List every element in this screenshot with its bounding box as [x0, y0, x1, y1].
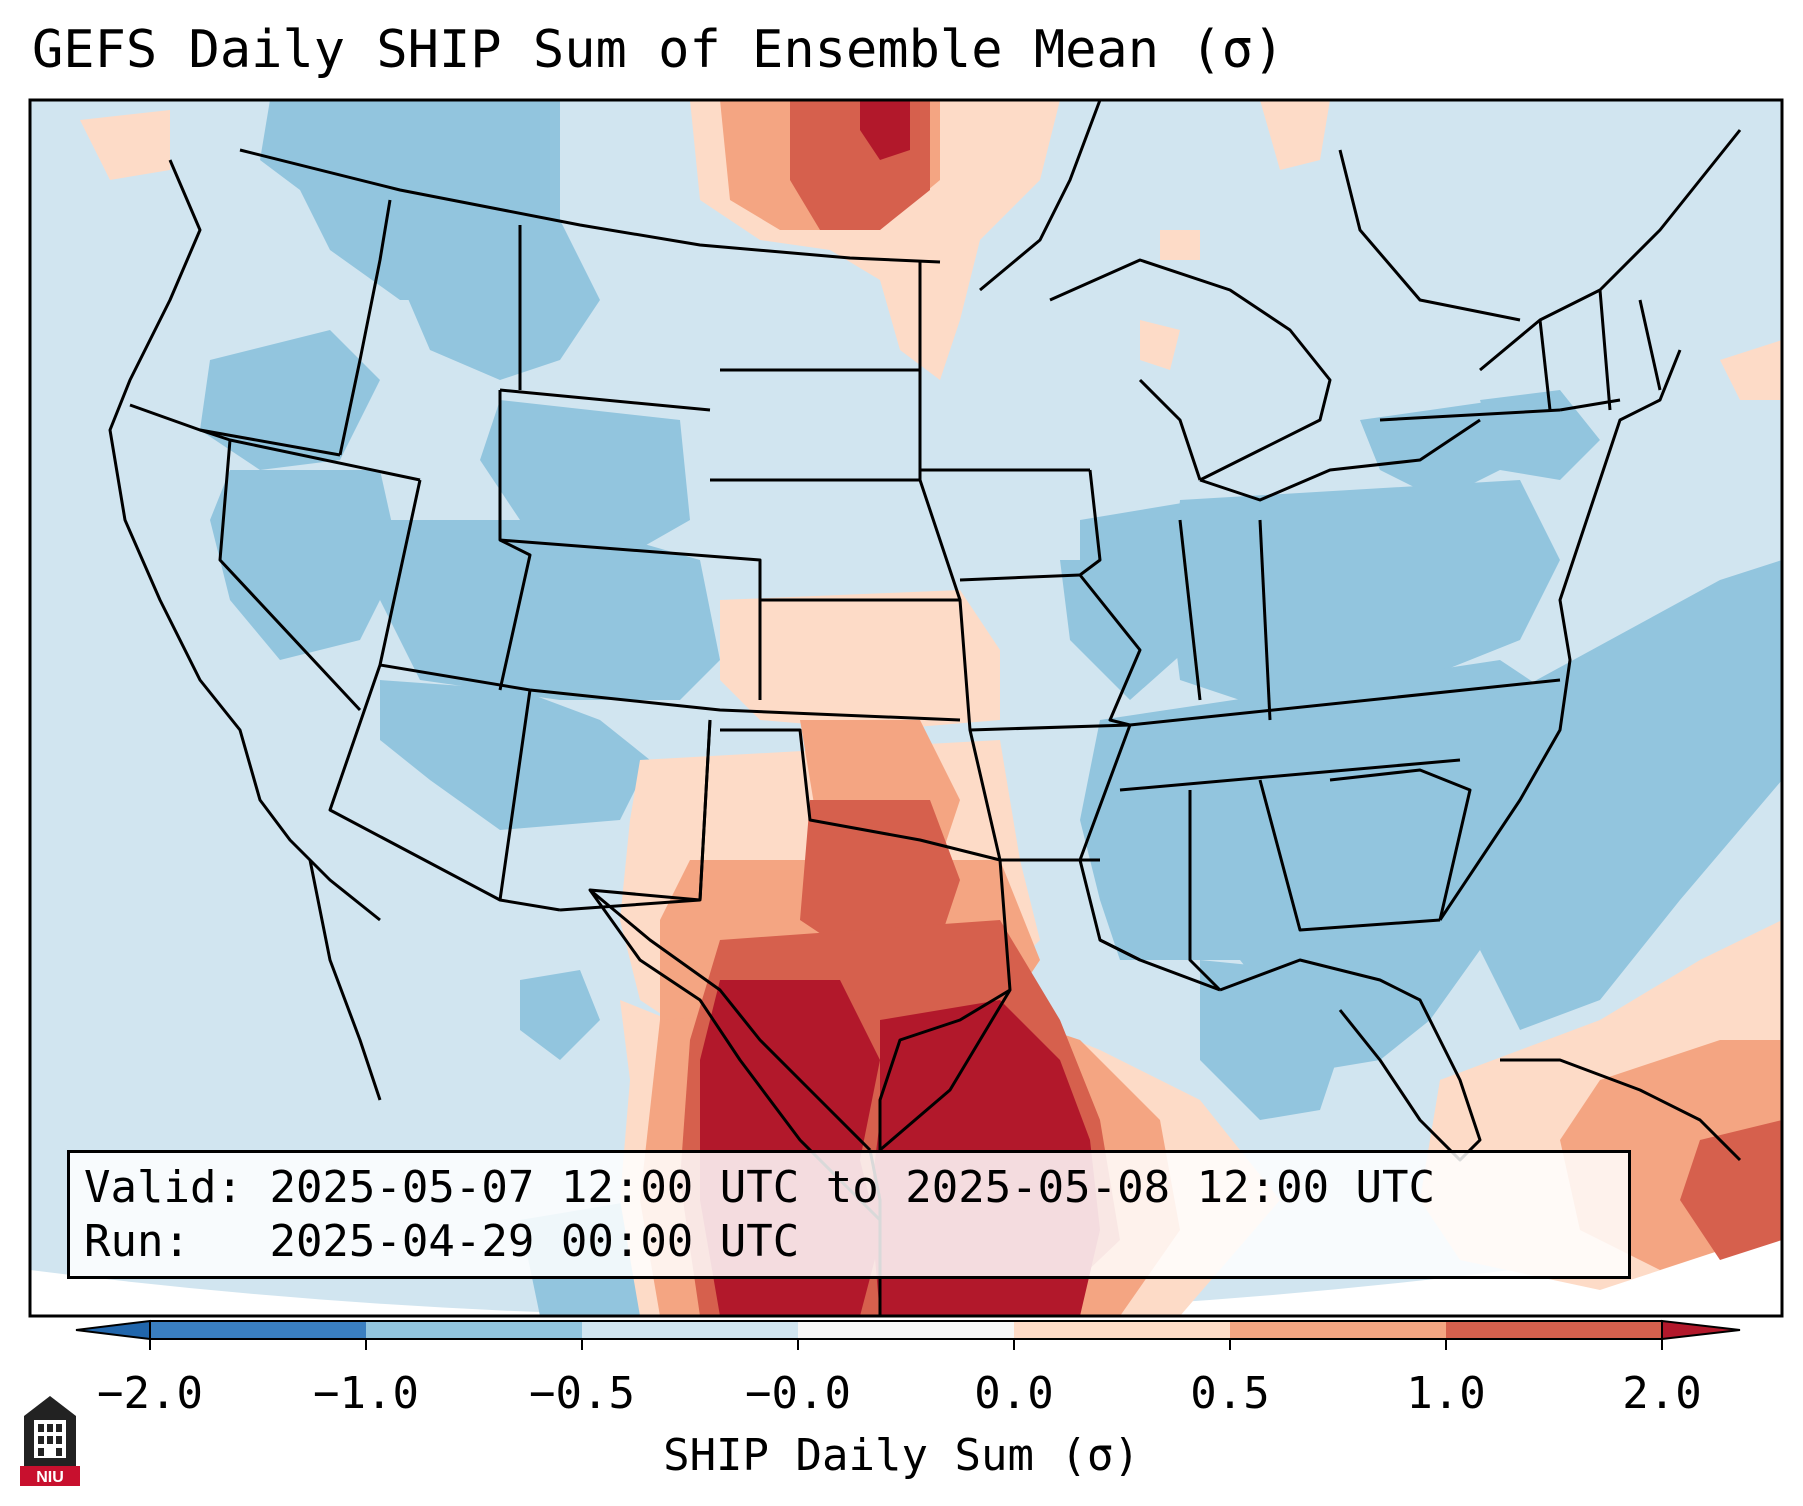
colorbar-bin-5 — [1014, 1321, 1230, 1339]
valid-run-info-box: Valid: 2025-05-07 12:00 UTC to 2025-05-0… — [67, 1150, 1631, 1279]
colorbar-tick-label: 0.0 — [974, 1368, 1054, 1419]
run-label: Run: — [84, 1216, 190, 1267]
colorbar-tick-label: −1.0 — [313, 1368, 419, 1419]
colorbar-tick-label: −0.0 — [745, 1368, 851, 1419]
colorbar-bin-7 — [1446, 1321, 1662, 1339]
colorbar-under-arrow — [75, 1319, 151, 1341]
colorbar-outline — [149, 1320, 1663, 1340]
colorbar-tick-label: −0.5 — [529, 1368, 635, 1419]
colorbar-bin-4 — [798, 1321, 1014, 1339]
colorbar-bin-3 — [582, 1321, 798, 1339]
valid-label: Valid: — [84, 1162, 243, 1213]
niu-logo-text: NIU — [36, 1469, 64, 1486]
colorbar-label: SHIP Daily Sum (σ) — [663, 1430, 1140, 1481]
state-boundaries — [108, 100, 1742, 1316]
colorbar-bin-1 — [150, 1321, 366, 1339]
map-frame — [28, 98, 1784, 1318]
niu-logo-icon: NIU — [20, 1396, 80, 1486]
colorbar-tick-label: 1.0 — [1406, 1368, 1486, 1419]
colorbar-tick-label: 0.5 — [1190, 1368, 1270, 1419]
colorbar-bin-2 — [366, 1321, 582, 1339]
colorbar — [75, 1319, 1741, 1350]
colorbar-bin-6 — [1230, 1321, 1446, 1339]
colorbar-tick-label: −2.0 — [97, 1368, 203, 1419]
projection-edge — [30, 1230, 1782, 1316]
valid-value: 2025-05-07 12:00 UTC to 2025-05-08 12:00… — [269, 1162, 1436, 1213]
colorbar-tick-marks — [149, 1339, 1663, 1350]
map-title: GEFS Daily SHIP Sum of Ensemble Mean (σ) — [32, 20, 1285, 80]
colorbar-tick-label: 2.0 — [1622, 1368, 1702, 1419]
colorbar-over-arrow — [1661, 1319, 1741, 1341]
run-value: 2025-04-29 00:00 UTC — [269, 1216, 800, 1267]
